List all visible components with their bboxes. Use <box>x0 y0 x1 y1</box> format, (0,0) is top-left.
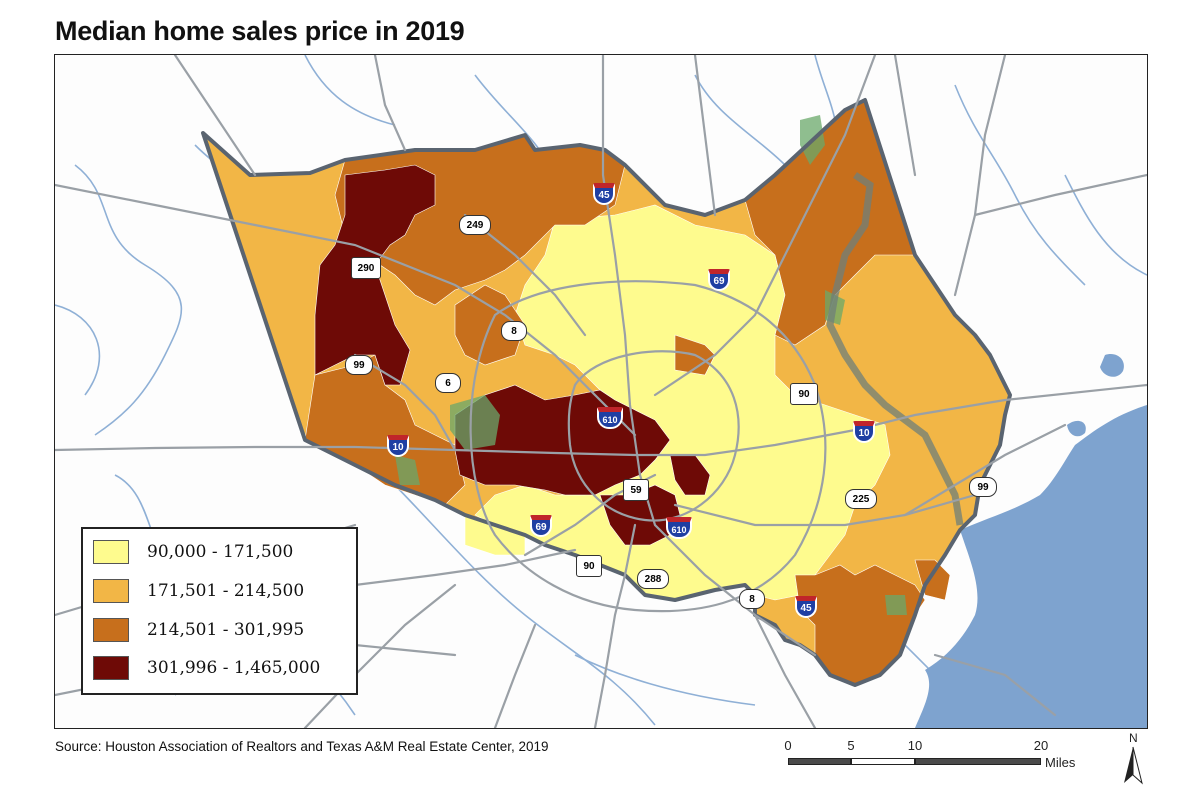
interstate-shield-icon: 610 <box>666 517 692 539</box>
legend-item: 90,000 - 171,500 <box>93 539 293 565</box>
legend-label: 214,501 - 301,995 <box>147 620 305 640</box>
county-zones <box>202 99 1011 686</box>
interstate-shield-icon: 10 <box>387 435 409 457</box>
north-arrow-icon <box>1124 746 1143 785</box>
map-legend: 90,000 - 171,500 171,501 - 214,500 214,5… <box>81 527 358 695</box>
scale-units: Miles <box>1045 755 1076 770</box>
legend-item: 301,996 - 1,465,000 <box>93 655 320 681</box>
legend-label: 301,996 - 1,465,000 <box>147 658 321 678</box>
scale-segment <box>788 758 851 765</box>
legend-swatch <box>93 579 129 603</box>
legend-label: 90,000 - 171,500 <box>147 542 294 562</box>
scale-tick-label: 10 <box>907 738 923 753</box>
interstate-shield-icon: 69 <box>708 269 730 291</box>
state-highway-shield-icon: 225 <box>845 489 877 509</box>
interstate-shield-icon: 610 <box>597 407 623 429</box>
legend-item: 171,501 - 214,500 <box>93 578 304 604</box>
interstate-shield-icon: 69 <box>530 515 552 537</box>
us-highway-shield-icon: 290 <box>351 257 381 279</box>
us-highway-shield-icon: 90 <box>576 555 602 577</box>
source-note: Source: Houston Association of Realtors … <box>55 739 549 754</box>
scale-bar: 0 5 10 20 Miles <box>783 738 1093 778</box>
legend-item: 214,501 - 301,995 <box>93 617 304 643</box>
interstate-shield-icon: 45 <box>593 183 615 205</box>
state-highway-shield-icon: 288 <box>637 569 669 589</box>
state-highway-shield-icon: 8 <box>501 321 527 341</box>
interstate-shield-icon: 45 <box>795 596 817 618</box>
galveston-bay <box>915 354 1147 728</box>
legend-label: 171,501 - 214,500 <box>147 581 305 601</box>
state-highway-shield-icon: 6 <box>435 373 461 393</box>
state-highway-shield-icon: 8 <box>739 589 765 609</box>
scale-tick-label: 0 <box>784 738 792 753</box>
interstate-shield-icon: 10 <box>853 421 875 443</box>
us-highway-shield-icon: 90 <box>790 383 818 405</box>
legend-swatch <box>93 618 129 642</box>
map-title: Median home sales price in 2019 <box>55 16 465 46</box>
san-jacinto-river <box>826 172 964 526</box>
legend-swatch <box>93 656 129 680</box>
us-highway-shield-icon: 59 <box>623 479 649 501</box>
state-highway-shield-icon: 249 <box>459 215 491 235</box>
map-frame[interactable]: 45 249 290 69 8 99 6 610 90 10 10 59 225… <box>54 54 1148 729</box>
roads <box>55 55 1147 728</box>
state-highway-shield-icon: 99 <box>969 477 997 497</box>
scale-tick-label: 20 <box>1033 738 1049 753</box>
state-highway-shield-icon: 99 <box>345 355 373 375</box>
choropleth-map <box>55 55 1147 728</box>
scale-tick-label: 5 <box>847 738 855 753</box>
scale-segment <box>851 758 915 765</box>
legend-swatch <box>93 540 129 564</box>
scale-segment <box>915 758 1041 765</box>
north-label: N <box>1129 731 1138 745</box>
north-arrow: N <box>1120 731 1146 787</box>
county-outline <box>201 98 1012 687</box>
